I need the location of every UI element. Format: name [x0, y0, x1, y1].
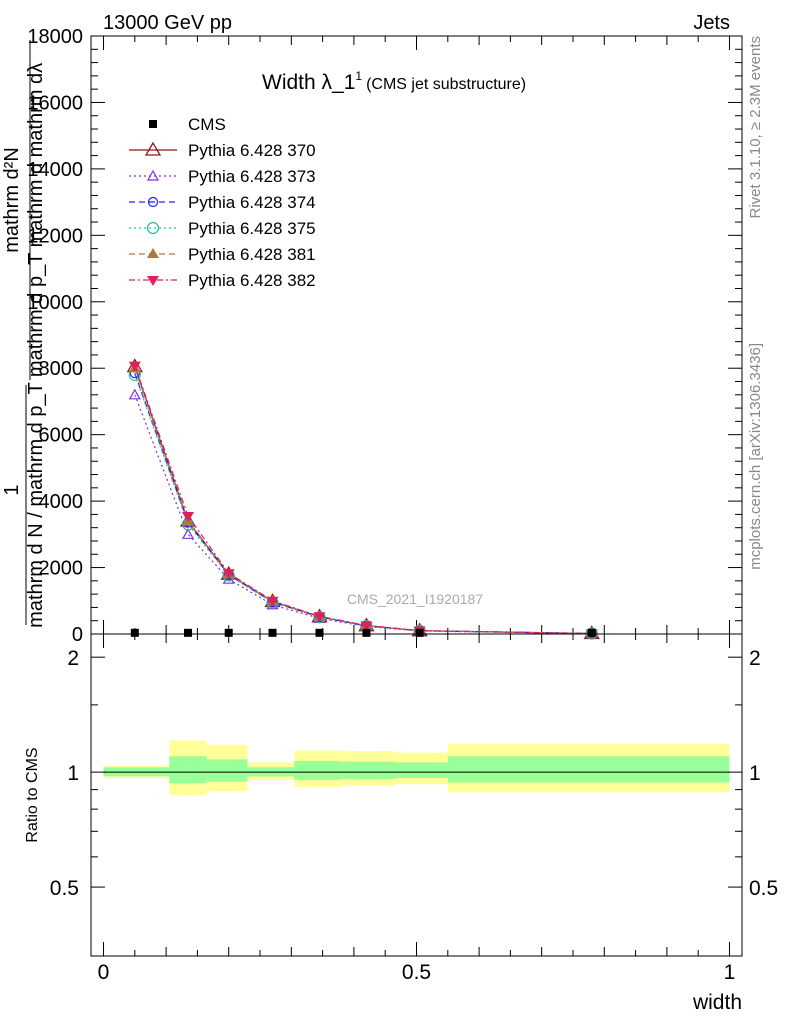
series-point-2 — [128, 388, 141, 400]
legend-entry-label: Pythia 6.428 381 — [188, 245, 316, 264]
main-y-label: mathrm d²N mathrm d p_T mathrm d mathrm … — [1, 40, 47, 628]
main-y-axis: 0 2000 4000 6000 8000 10000 12000 14000 16000 180… — [27, 26, 742, 646]
chart-title: Width λ_11 (CMS jet substructure) — [262, 69, 526, 94]
header-energy-label: 13000 GeV pp — [103, 12, 232, 34]
header-process-label: Jets — [693, 12, 730, 34]
ratio-x-tick-label: 0 — [98, 961, 110, 984]
ratio-band-inner — [447, 756, 730, 783]
legend-entry-label: Pythia 6.428 373 — [188, 167, 316, 186]
series-point-6 — [313, 612, 326, 623]
ratio-y-tick-label-right: 2 — [749, 647, 761, 670]
legend-entry-label: CMS — [188, 115, 226, 134]
ratio-band-inner — [294, 760, 342, 780]
ratio-y-tick-label: 0.5 — [50, 877, 79, 900]
ratio-y-tick-label-right: 1 — [749, 762, 761, 785]
ratio-y-axis: 0.5 0.5 1 1 2 2 — [50, 647, 778, 900]
main-plot-area: 0 2000 4000 6000 8000 10000 12000 14000 16000 180… — [1, 26, 743, 646]
series-line-6 — [134, 365, 592, 635]
ratio-band-inner — [206, 759, 248, 782]
main-y-tick-label: 8000 — [39, 358, 84, 380]
analysis-watermark: CMS_2021_I1920187 — [347, 591, 483, 607]
chart-title-sub: (CMS jet substructure) — [366, 76, 526, 93]
cms-data-point — [315, 628, 324, 637]
main-y-tick-label: 0 — [72, 624, 83, 646]
chart-title-superscript: 1 — [355, 69, 362, 83]
cms-data-point — [362, 628, 371, 637]
legend-marker — [147, 196, 159, 208]
x-axis-label: width — [692, 991, 742, 1014]
main-y-tick-label: 2000 — [39, 558, 84, 580]
legend-marker — [146, 169, 160, 181]
cms-data-point — [268, 628, 277, 637]
ratio-y-tick-label: 2 — [67, 647, 79, 670]
legend-entry-label: Pythia 6.428 375 — [188, 219, 316, 238]
series-point-6 — [266, 596, 279, 607]
legend-entry-label: Pythia 6.428 374 — [188, 193, 316, 212]
main-y-tick-label: 18000 — [27, 26, 83, 48]
ratio-x-axis: 0 0.5 1 — [98, 634, 736, 984]
y-label-numerator-top: mathrm d²N — [1, 147, 23, 253]
ratio-band-inner — [394, 762, 448, 779]
legend-entry-label: Pythia 6.428 370 — [188, 141, 316, 160]
mcplots-label: mcplots.cern.ch [arXiv:1306.3436] — [747, 343, 764, 570]
series-point-6 — [222, 569, 235, 580]
ratio-plot-area: 0.5 0.51 12 2 0 0.5 1 Ratio to CMS width — [24, 633, 778, 1014]
series-point-6 — [182, 512, 195, 523]
main-y-tick-label: 4000 — [39, 491, 84, 513]
series-point-2 — [182, 528, 195, 539]
rivet-version-label: Rivet 3.1.10, ≥ 2.3M events — [747, 36, 764, 219]
chart-title-main: Width λ_1 — [262, 71, 355, 94]
ratio-y-tick-label-right: 0.5 — [749, 877, 778, 900]
ratio-x-tick-label: 0.5 — [402, 961, 431, 984]
y-label-numerator-bottom: 1 — [1, 484, 23, 495]
main-y-tick-label: 12000 — [27, 225, 83, 247]
ratio-bands — [103, 740, 730, 796]
cms-data-point — [184, 628, 193, 637]
cms-data-point — [587, 628, 596, 637]
cms-data-point — [130, 628, 139, 637]
legend-marker — [147, 248, 159, 258]
y-label-denominator-top: mathrm d p_T mathrm d mathrm dλ — [25, 63, 47, 377]
cms-data-point — [224, 628, 233, 637]
legend-marker — [146, 221, 160, 235]
ratio-y-tick-label: 1 — [67, 762, 79, 785]
series-point-6 — [128, 361, 141, 372]
ratio-x-tick-label: 1 — [724, 961, 736, 984]
series-point-6 — [360, 621, 373, 632]
main-y-tick-label: 16000 — [27, 92, 83, 114]
legend: CMS Pythia 6.428 370 Pythia 6.428 373 Pythi… — [129, 115, 316, 290]
y-label-denominator-bottom: mathrm d N / mathrm d p_T — [25, 382, 47, 628]
cms-data-point — [415, 628, 424, 637]
legend-entry-label: Pythia 6.428 382 — [188, 271, 316, 290]
main-series-group — [126, 358, 600, 640]
ratio-band-inner — [341, 761, 395, 779]
legend-marker-cms — [149, 120, 157, 128]
main-y-tick-label: 14000 — [27, 159, 83, 181]
main-y-tick-label: 10000 — [27, 292, 83, 314]
ratio-y-label: Ratio to CMS — [24, 747, 41, 842]
ratio-band-inner — [169, 756, 207, 784]
main-y-tick-label: 6000 — [39, 425, 84, 447]
legend-marker — [144, 141, 162, 156]
legend-marker — [147, 276, 159, 286]
